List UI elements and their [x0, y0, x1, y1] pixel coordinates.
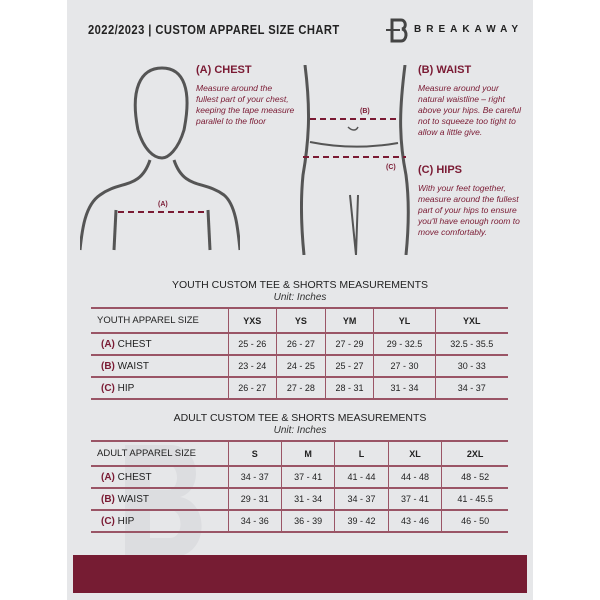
hips-marker: (C) — [386, 164, 396, 171]
row-label: (B) WAIST — [91, 487, 228, 511]
table-row: (B) WAIST 29 - 31 31 - 34 34 - 37 37 - 41 41 … — [91, 487, 508, 511]
cell: 25 - 27 — [324, 354, 374, 378]
cell: 41 - 44 — [334, 465, 389, 489]
cell: 36 - 39 — [280, 509, 335, 533]
cell: 39 - 42 — [334, 509, 389, 533]
size-header: S — [227, 440, 282, 467]
row-label: (C) HIP — [91, 509, 228, 533]
size-header: M — [280, 440, 335, 467]
cell: 43 - 46 — [387, 509, 442, 533]
row-letter: (B) — [101, 360, 115, 372]
row-letter: (B) — [101, 493, 115, 505]
cell: 27 - 30 — [373, 354, 436, 378]
size-header: XL — [387, 440, 442, 467]
chest-description: Measure around the fullest part of your … — [196, 83, 295, 126]
size-header: YM — [324, 307, 374, 334]
cell: 44 - 48 — [387, 465, 442, 489]
row-label: (A) CHEST — [91, 332, 228, 356]
cell: 46 - 50 — [441, 509, 508, 533]
page-title: 2022/2023 | CUSTOM APPAREL SIZE CHART — [88, 22, 340, 37]
row-name: HIP — [117, 515, 135, 527]
cell: 34 - 36 — [227, 509, 282, 533]
cell: 48 - 52 — [441, 465, 508, 489]
cell: 23 - 24 — [227, 354, 277, 378]
row-name: WAIST — [117, 360, 149, 372]
table-row: (C) HIP 26 - 27 27 - 28 28 - 31 31 - 34 34 - … — [91, 376, 508, 400]
cell: 28 - 31 — [324, 376, 374, 400]
cell: 27 - 29 — [324, 332, 374, 356]
chest-marker: (A) — [158, 201, 168, 208]
youth-size-table: YOUTH APPAREL SIZE YXS YS YM YL YXL (A) CHEST… — [91, 307, 508, 400]
row-label: (C) HIP — [91, 376, 228, 400]
upper-body-illustration: (A) — [80, 66, 240, 251]
table-row: (C) HIP 34 - 36 36 - 39 39 - 42 43 - 46 46 - … — [91, 509, 508, 533]
size-header: L — [334, 440, 389, 467]
waist-description: Measure around your natural waistline – … — [418, 83, 522, 137]
cell: 26 - 27 — [227, 376, 277, 400]
adult-table-title: ADULT CUSTOM TEE & SHORTS MEASUREMENTS — [173, 412, 427, 424]
waist-marker: (B) — [360, 108, 370, 115]
cell: 34 - 37 — [334, 487, 389, 511]
row-letter: (C) — [101, 382, 115, 394]
cell: 24 - 25 — [276, 354, 326, 378]
row-name: HIP — [117, 382, 135, 394]
cell: 29 - 31 — [227, 487, 282, 511]
size-header: 2XL — [441, 440, 508, 467]
cell: 26 - 27 — [276, 332, 326, 356]
cell: 25 - 26 — [227, 332, 277, 356]
cell: 29 - 32.5 — [373, 332, 436, 356]
youth-unit: Unit: Inches — [273, 292, 327, 303]
row-name: CHEST — [117, 471, 152, 483]
table-header-row: ADULT APPAREL SIZE S M L XL 2XL — [91, 440, 508, 467]
cell: 34 - 37 — [434, 376, 508, 400]
cell: 34 - 37 — [227, 465, 282, 489]
row-letter: (A) — [101, 338, 115, 350]
size-header: YXL — [434, 307, 508, 334]
table-row: (A) CHEST 25 - 26 26 - 27 27 - 29 29 - 32.5 3… — [91, 332, 508, 356]
adult-size-table: ADULT APPAREL SIZE S M L XL 2XL (A) CHEST 34 -… — [91, 440, 508, 533]
cell: 31 - 34 — [373, 376, 436, 400]
cell: 31 - 34 — [280, 487, 335, 511]
table-header-row: YOUTH APPAREL SIZE YXS YS YM YL YXL — [91, 307, 508, 334]
row-letter: (C) — [101, 515, 115, 527]
size-header: YL — [373, 307, 436, 334]
footer-bar — [73, 555, 527, 593]
cell: 32.5 - 35.5 — [434, 332, 508, 356]
waist-heading: (B) WAIST — [418, 64, 472, 76]
size-header: YXS — [227, 307, 277, 334]
adult-unit: Unit: Inches — [273, 425, 327, 436]
header-label: ADULT APPAREL SIZE — [91, 440, 228, 467]
row-letter: (A) — [101, 471, 115, 483]
cell: 30 - 33 — [434, 354, 508, 378]
cell: 41 - 45.5 — [441, 487, 508, 511]
hips-description: With your feet together, measure around … — [418, 183, 520, 237]
hips-heading: (C) HIPS — [418, 164, 462, 176]
breakaway-logo-icon — [386, 18, 408, 43]
cell: 27 - 28 — [276, 376, 326, 400]
chest-heading: (A) CHEST — [196, 64, 252, 76]
lower-body-illustration: (B) (C) — [300, 65, 410, 255]
row-name: CHEST — [117, 338, 152, 350]
row-name: WAIST — [117, 493, 149, 505]
youth-table-title: YOUTH CUSTOM TEE & SHORTS MEASUREMENTS — [171, 279, 429, 291]
cell: 37 - 41 — [387, 487, 442, 511]
brand-name: BREAKAWAY — [414, 24, 524, 35]
table-row: (A) CHEST 34 - 37 37 - 41 41 - 44 44 - 48 48 … — [91, 465, 508, 489]
header-label: YOUTH APPAREL SIZE — [91, 307, 228, 334]
cell: 37 - 41 — [280, 465, 335, 489]
row-label: (B) WAIST — [91, 354, 228, 378]
size-header: YS — [276, 307, 326, 334]
row-label: (A) CHEST — [91, 465, 228, 489]
table-row: (B) WAIST 23 - 24 24 - 25 25 - 27 27 - 30 30 … — [91, 354, 508, 378]
